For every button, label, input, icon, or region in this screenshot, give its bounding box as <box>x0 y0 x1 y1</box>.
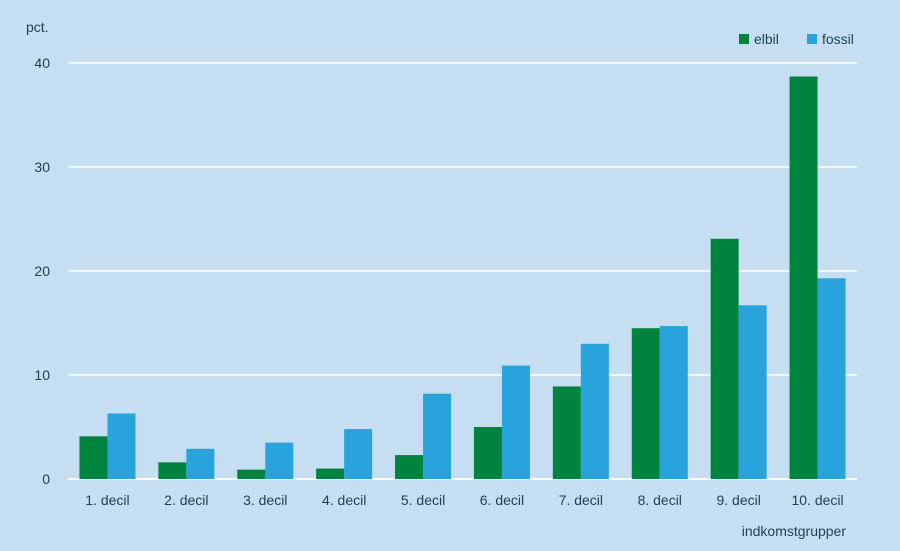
bar-elbil <box>79 436 108 479</box>
x-axis-title: indkomstgrupper <box>742 523 847 539</box>
bar-fossil <box>659 326 688 479</box>
bar-elbil <box>395 455 424 479</box>
bar-elbil <box>552 386 581 479</box>
bar-elbil <box>710 238 739 479</box>
legend-label-elbil: elbil <box>754 31 779 47</box>
bar-elbil <box>158 462 187 479</box>
bar-elbil <box>316 468 345 479</box>
y-tick-label: 0 <box>42 471 50 487</box>
x-tick-label: 2. decil <box>164 492 208 508</box>
bar-elbil <box>473 427 502 479</box>
x-tick-label: 1. decil <box>85 492 129 508</box>
x-tick-label: 7. decil <box>559 492 603 508</box>
bar-fossil <box>186 448 215 479</box>
y-tick-label: 30 <box>34 159 50 175</box>
x-tick-label: 9. decil <box>716 492 760 508</box>
x-tick-label: 5. decil <box>401 492 445 508</box>
legend-swatch-elbil <box>739 34 749 44</box>
bar-elbil <box>237 469 266 479</box>
bar-fossil <box>580 343 609 479</box>
x-tick-label: 8. decil <box>638 492 682 508</box>
bar-fossil <box>501 365 530 479</box>
bar-fossil <box>344 429 373 479</box>
bar-fossil <box>738 305 767 479</box>
bar-fossil <box>265 442 294 479</box>
y-tick-label: 10 <box>34 367 50 383</box>
y-tick-label: 40 <box>34 55 50 71</box>
bar-elbil <box>789 76 818 480</box>
legend-label-fossil: fossil <box>822 31 854 47</box>
y-tick-label: 20 <box>34 263 50 279</box>
legend-swatch-fossil <box>807 34 817 44</box>
bar-elbil <box>631 328 660 479</box>
bar-fossil <box>423 393 452 479</box>
x-tick-label: 6. decil <box>480 492 524 508</box>
bar-fossil <box>107 413 136 479</box>
bar-fossil <box>817 278 846 479</box>
x-tick-label: 4. decil <box>322 492 366 508</box>
y-axis-unit-label: pct. <box>26 19 49 35</box>
x-tick-label: 10. decil <box>791 492 843 508</box>
x-tick-label: 3. decil <box>243 492 287 508</box>
